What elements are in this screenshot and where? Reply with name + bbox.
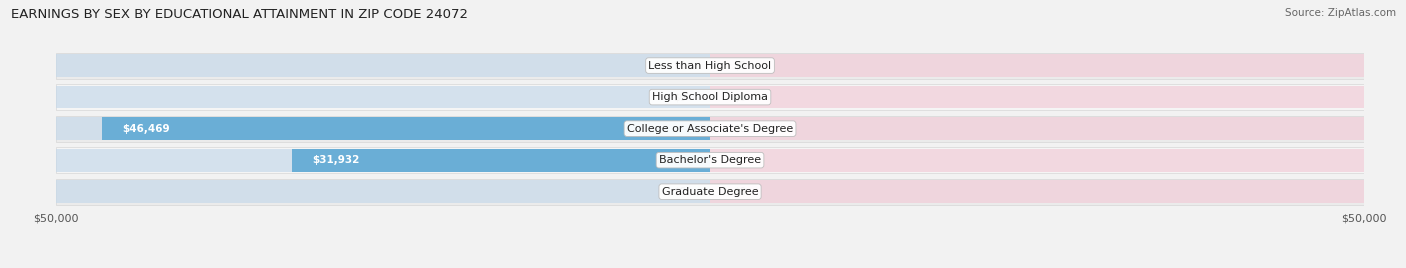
Bar (56, 116, 1364, 142)
Bar (56, 53, 1364, 79)
Text: Bachelor's Degree: Bachelor's Degree (659, 155, 761, 165)
Bar (56, 180, 710, 203)
Text: $0: $0 (734, 187, 747, 197)
Bar (710, 117, 1364, 140)
Text: $0: $0 (734, 155, 747, 165)
Bar (56, 84, 1364, 110)
Bar (710, 149, 1364, 172)
Bar (56, 86, 710, 109)
Text: College or Associate's Degree: College or Associate's Degree (627, 124, 793, 134)
Bar (56, 117, 710, 140)
Text: $0: $0 (734, 61, 747, 70)
Bar (56, 54, 710, 77)
Legend: Male, Female: Male, Female (648, 267, 772, 268)
Text: $0: $0 (734, 124, 747, 134)
Bar (56, 149, 710, 172)
Text: Less than High School: Less than High School (648, 61, 772, 70)
Text: $0: $0 (734, 92, 747, 102)
Text: $46,469: $46,469 (122, 124, 170, 134)
Text: $0: $0 (673, 92, 686, 102)
Text: Source: ZipAtlas.com: Source: ZipAtlas.com (1285, 8, 1396, 18)
Text: High School Diploma: High School Diploma (652, 92, 768, 102)
Text: $0: $0 (673, 61, 686, 70)
Text: EARNINGS BY SEX BY EDUCATIONAL ATTAINMENT IN ZIP CODE 24072: EARNINGS BY SEX BY EDUCATIONAL ATTAINMEN… (11, 8, 468, 21)
Text: $0: $0 (673, 187, 686, 197)
Bar (710, 54, 1364, 77)
Text: $31,932: $31,932 (312, 155, 360, 165)
Bar (56, 179, 1364, 205)
Bar (56, 147, 1364, 173)
Bar (103, 117, 710, 140)
Bar (292, 149, 710, 172)
Text: Graduate Degree: Graduate Degree (662, 187, 758, 197)
Bar (710, 180, 1364, 203)
Bar (710, 86, 1364, 109)
